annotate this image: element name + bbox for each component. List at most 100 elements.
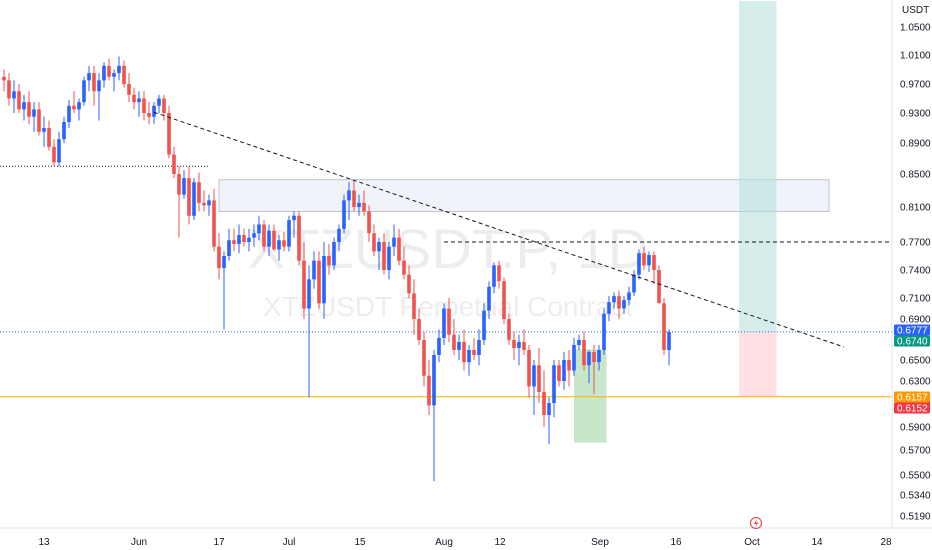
candle-62[interactable] xyxy=(312,251,316,289)
candle-99[interactable] xyxy=(497,260,501,289)
candle-115[interactable] xyxy=(577,334,581,350)
candle-24[interactable] xyxy=(122,60,126,88)
candle-38[interactable] xyxy=(192,178,196,221)
candle-14[interactable] xyxy=(72,91,76,113)
candle-119[interactable] xyxy=(597,345,601,371)
candle-86[interactable] xyxy=(432,350,436,482)
time-axis[interactable]: 13 Jun 17 Jul 15 Aug 12 Sep 16 Oct 14 28 xyxy=(0,527,932,548)
candle-13[interactable] xyxy=(67,99,71,128)
candle-27[interactable] xyxy=(137,91,141,117)
candle-11[interactable] xyxy=(57,131,61,167)
candle-94[interactable] xyxy=(472,337,476,360)
candle-83[interactable] xyxy=(417,308,421,346)
resistance-zone[interactable] xyxy=(218,179,830,212)
candle-44[interactable] xyxy=(222,251,226,330)
candle-45[interactable] xyxy=(227,228,231,261)
candle-20[interactable] xyxy=(102,62,106,88)
candle-31[interactable] xyxy=(157,94,161,113)
candle-63[interactable] xyxy=(317,251,321,309)
candle-108[interactable] xyxy=(542,370,546,428)
candle-29[interactable] xyxy=(147,102,151,125)
candle-46[interactable] xyxy=(232,228,236,252)
candle-4[interactable] xyxy=(22,94,26,121)
candle-33[interactable] xyxy=(167,105,171,159)
candle-122[interactable] xyxy=(612,292,616,309)
candle-51[interactable] xyxy=(257,215,261,241)
candle-120[interactable] xyxy=(602,308,606,356)
candle-126[interactable] xyxy=(632,270,636,297)
candle-2[interactable] xyxy=(12,80,16,113)
candle-78[interactable] xyxy=(392,224,396,257)
candle-97[interactable] xyxy=(487,281,491,319)
candle-69[interactable] xyxy=(347,182,351,221)
candle-103[interactable] xyxy=(517,334,521,366)
candle-22[interactable] xyxy=(112,69,116,92)
candle-40[interactable] xyxy=(202,190,206,212)
candle-95[interactable] xyxy=(477,329,481,366)
candle-118[interactable] xyxy=(592,345,596,395)
candle-121[interactable] xyxy=(607,296,611,322)
candle-26[interactable] xyxy=(132,87,136,110)
candle-64[interactable] xyxy=(322,242,326,319)
candle-0[interactable] xyxy=(2,69,6,92)
candle-128[interactable] xyxy=(642,246,646,270)
candle-93[interactable] xyxy=(467,345,471,376)
candle-12[interactable] xyxy=(62,116,66,143)
candle-71[interactable] xyxy=(357,194,361,216)
candle-59[interactable] xyxy=(297,211,301,266)
candle-92[interactable] xyxy=(462,329,466,371)
candle-109[interactable] xyxy=(547,397,551,445)
candle-60[interactable] xyxy=(302,242,306,319)
candle-19[interactable] xyxy=(97,73,101,121)
candle-52[interactable] xyxy=(262,220,266,252)
candle-21[interactable] xyxy=(107,58,111,81)
candle-101[interactable] xyxy=(507,313,511,345)
candle-32[interactable] xyxy=(162,94,166,121)
candle-88[interactable] xyxy=(442,303,446,345)
candle-72[interactable] xyxy=(362,190,366,216)
candle-65[interactable] xyxy=(327,243,331,275)
candle-73[interactable] xyxy=(367,205,371,242)
candle-111[interactable] xyxy=(557,360,561,387)
candle-58[interactable] xyxy=(292,211,296,238)
candle-34[interactable] xyxy=(172,146,176,179)
candle-124[interactable] xyxy=(622,296,626,314)
candle-77[interactable] xyxy=(387,242,391,280)
candle-5[interactable] xyxy=(27,91,31,125)
candle-113[interactable] xyxy=(567,350,571,387)
candle-55[interactable] xyxy=(277,235,281,261)
candle-35[interactable] xyxy=(177,166,181,238)
candle-10[interactable] xyxy=(52,139,56,167)
candle-6[interactable] xyxy=(32,102,36,132)
position-stop-zone[interactable] xyxy=(739,331,777,397)
candle-74[interactable] xyxy=(372,224,376,257)
candle-25[interactable] xyxy=(127,73,131,103)
candle-107[interactable] xyxy=(537,348,541,403)
candle-123[interactable] xyxy=(617,290,621,319)
candle-16[interactable] xyxy=(82,76,86,106)
candle-66[interactable] xyxy=(332,237,336,270)
candle-8[interactable] xyxy=(42,116,46,147)
candle-49[interactable] xyxy=(247,228,251,252)
candle-91[interactable] xyxy=(457,334,461,360)
candle-114[interactable] xyxy=(572,337,576,376)
candle-67[interactable] xyxy=(337,224,341,252)
candle-100[interactable] xyxy=(502,277,506,325)
candle-54[interactable] xyxy=(272,224,276,252)
candle-53[interactable] xyxy=(267,224,271,257)
candle-50[interactable] xyxy=(252,224,256,247)
candle-1[interactable] xyxy=(7,73,11,106)
candle-9[interactable] xyxy=(47,120,51,151)
candle-82[interactable] xyxy=(412,279,416,335)
candle-37[interactable] xyxy=(187,166,191,225)
candle-3[interactable] xyxy=(17,84,21,113)
candle-102[interactable] xyxy=(512,331,516,360)
candle-30[interactable] xyxy=(152,102,156,125)
candle-41[interactable] xyxy=(207,194,211,216)
candles[interactable] xyxy=(2,56,671,482)
candle-48[interactable] xyxy=(242,228,246,247)
candle-133[interactable] xyxy=(667,329,671,366)
candle-68[interactable] xyxy=(342,194,346,234)
candle-117[interactable] xyxy=(587,350,591,384)
